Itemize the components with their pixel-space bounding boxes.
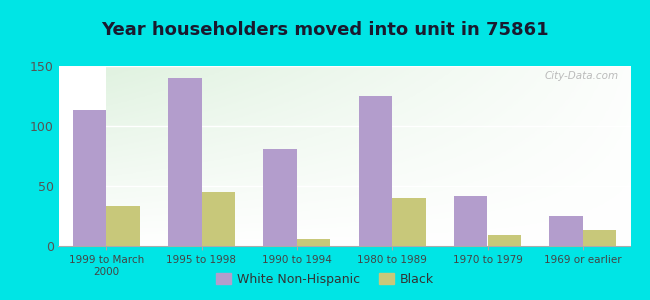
Bar — [454, 196, 488, 246]
Bar — [263, 149, 297, 246]
Bar — [583, 230, 616, 246]
Bar — [73, 110, 106, 246]
Bar — [359, 96, 392, 246]
Legend: White Non-Hispanic, Black: White Non-Hispanic, Black — [211, 268, 439, 291]
Bar — [392, 198, 426, 246]
Bar — [202, 192, 235, 246]
Bar — [168, 78, 202, 246]
Bar — [106, 206, 140, 246]
Bar — [488, 235, 521, 246]
Bar — [297, 239, 330, 246]
Bar — [549, 216, 583, 246]
Text: City-Data.com: City-Data.com — [545, 71, 619, 81]
Text: Year householders moved into unit in 75861: Year householders moved into unit in 758… — [101, 21, 549, 39]
